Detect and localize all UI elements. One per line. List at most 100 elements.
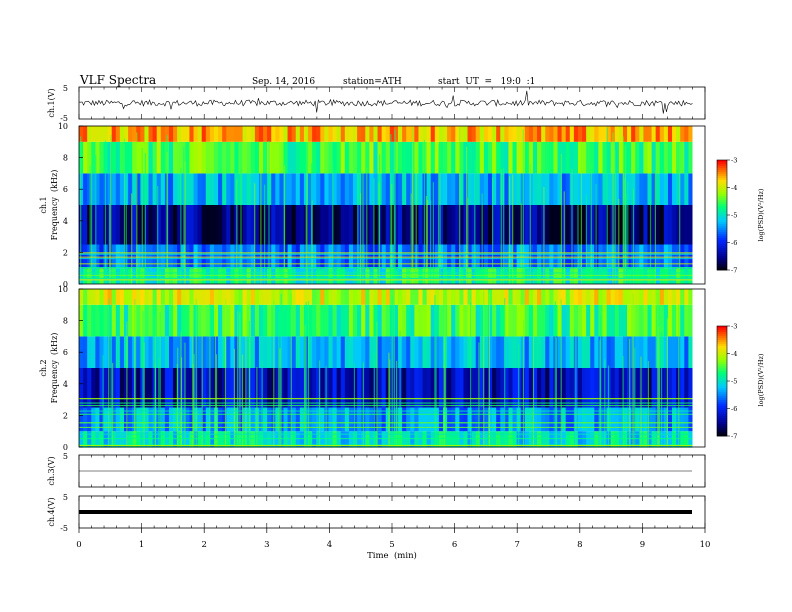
spectrogram-burst (606, 127, 608, 285)
spectrogram-cell (422, 407, 428, 432)
spectrogram-cell (369, 205, 374, 245)
spectrogram-cell (336, 173, 342, 205)
spectrogram-cell (308, 268, 313, 284)
spectrogram-cell (430, 407, 436, 432)
spectrogram-cell (688, 289, 693, 305)
spectrogram-cell (254, 268, 260, 284)
spectrogram-burst (444, 352, 447, 447)
spectrogram-burst (180, 167, 182, 284)
spectrogram-cell (238, 126, 243, 142)
spectrogram-cell (287, 268, 293, 284)
spectrogram-cell (201, 336, 207, 368)
spectrogram-burst (254, 183, 256, 284)
spectrogram-cell (434, 205, 440, 245)
spectrogram-cell (234, 407, 239, 432)
spectrogram-cell (271, 205, 276, 245)
spectrogram-cell (344, 368, 350, 408)
spectrogram-cell (140, 126, 145, 142)
colorbar-segment (717, 250, 727, 253)
ch1-ytick-bottom: -5 (60, 114, 68, 123)
spectrogram-cell (181, 368, 186, 408)
spectrogram-cell (197, 368, 203, 408)
spectrogram-cell (512, 289, 518, 305)
spectrogram-cell (119, 368, 125, 408)
spectrogram-cell (295, 205, 301, 245)
spectrogram-cell (398, 173, 403, 205)
spectrogram-cell (340, 268, 346, 284)
spectrogram-cell (594, 368, 599, 408)
spectrogram-cell (680, 268, 685, 284)
spectrogram-cell (586, 173, 591, 205)
spectrogram-cell (504, 244, 509, 269)
spectrogram-cell (447, 289, 452, 305)
spectrogram-cell (414, 289, 419, 305)
spectrogram-cell (115, 173, 121, 205)
ch4-waveform-ticks (78, 496, 706, 528)
spectrogram-cell (328, 244, 333, 269)
spectrogram-cell (586, 268, 591, 284)
spectrogram-cell (553, 289, 558, 305)
colorbar-segment (717, 336, 727, 339)
spectrogram-cell (496, 304, 501, 337)
spectrogram-cell (643, 336, 648, 368)
spectrogram-cell (508, 304, 513, 337)
spectrogram-cell (83, 126, 88, 142)
spectrogram-cell (520, 289, 526, 305)
spectrogram-cell (573, 126, 579, 142)
spectrogram-cell (205, 244, 211, 269)
colorbar-segment (717, 210, 727, 213)
spectrogram-cell (287, 173, 293, 205)
spectrogram-cell (340, 173, 346, 205)
spectrogram-cell (222, 304, 227, 337)
spectrogram-cell (438, 268, 444, 284)
colorbar-segment (717, 188, 727, 191)
spectrogram-cell (528, 336, 534, 368)
spectrogram-cell (434, 244, 440, 269)
spectrogram-cell (160, 368, 166, 408)
spectrogram-cell (299, 336, 305, 368)
spectrogram-cell (663, 141, 669, 174)
spectrogram-cell (667, 336, 673, 368)
spectrogram-cell (369, 368, 374, 408)
spectrogram-cell (218, 268, 223, 284)
spectrogram-cell (492, 368, 497, 408)
spectrogram-cell (312, 141, 317, 174)
spectrogram-cell (438, 205, 444, 245)
spectrogram-cell (332, 173, 338, 205)
spectrogram-cell (487, 141, 493, 174)
spectrogram-burst (366, 167, 368, 284)
spectrogram-cell (545, 141, 550, 174)
spectrogram-cell (246, 126, 252, 142)
spectrogram-cell (672, 304, 677, 337)
colorbar-segment (717, 400, 727, 403)
spectrogram-cell (610, 336, 616, 368)
spectrogram-cell (205, 173, 211, 205)
spectrogram-cell (577, 268, 583, 284)
spectrogram-cell (353, 244, 358, 269)
spectrogram-cell (344, 336, 350, 368)
spectrogram-cell (434, 336, 440, 368)
spectrogram-cell (426, 407, 432, 432)
spectrogram-cell (500, 173, 505, 205)
spectrogram-cell (467, 126, 473, 142)
spectrogram-cell (148, 289, 154, 305)
spectrogram-cell (627, 289, 632, 305)
spectrogram-cell (516, 244, 522, 269)
spectrogram-cell (385, 289, 391, 305)
spectrogram-cell (242, 244, 248, 269)
spectrogram-burst (110, 135, 112, 284)
frequency-tick-label: 4 (63, 380, 68, 389)
colorbar-segment (717, 244, 727, 247)
spectrogram-cell (406, 244, 411, 269)
spectrogram-cell (357, 205, 362, 245)
spectrogram-cell (107, 336, 113, 368)
spectrogram-cell (95, 268, 100, 284)
spectrogram-cell (524, 141, 530, 174)
spectrogram-cell (160, 205, 166, 245)
spectrogram-burst (240, 142, 242, 284)
spectrogram-cell (663, 173, 669, 205)
spectrogram-burst (478, 342, 480, 447)
spectrogram-cell (549, 289, 554, 305)
spectrogram-cell (361, 141, 366, 174)
spectrogram-burst (391, 296, 393, 447)
